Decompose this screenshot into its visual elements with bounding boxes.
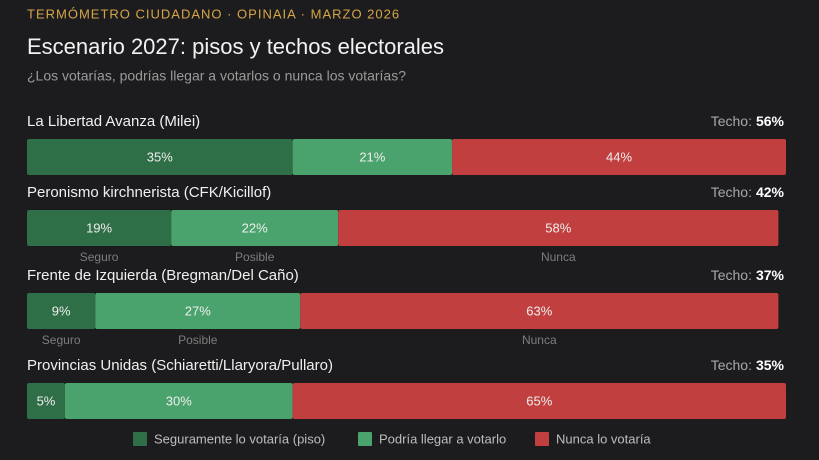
- bar-segment: [27, 210, 172, 246]
- bar-segment: [452, 139, 786, 175]
- ceiling-prefix: Techo:: [711, 184, 752, 200]
- value-label: 63%: [526, 303, 552, 318]
- value-label: 21%: [359, 149, 385, 164]
- ceiling-label: Techo: 42%: [711, 184, 785, 200]
- value-label: 22%: [242, 220, 268, 235]
- bar-segment: [171, 210, 339, 246]
- bar-segment: [27, 293, 96, 329]
- value-label: 30%: [166, 393, 192, 408]
- legend-swatch: [535, 432, 549, 446]
- ceiling-value: 37%: [756, 267, 785, 283]
- segment-caption: Seguro: [42, 333, 81, 347]
- value-label: 35%: [147, 149, 173, 164]
- bar-segment: [27, 383, 65, 419]
- ceiling-value: 42%: [756, 184, 785, 200]
- category-label: Peronismo kirchnerista (CFK/Kicillof): [27, 184, 271, 201]
- value-label: 58%: [545, 220, 571, 235]
- ceiling-label: Techo: 56%: [711, 113, 785, 129]
- bar-segment: [300, 293, 779, 329]
- value-label: 27%: [185, 303, 211, 318]
- ceiling-prefix: Techo:: [711, 357, 752, 373]
- category-label: La Libertad Avanza (Milei): [27, 113, 200, 130]
- segment-caption: Seguro: [80, 250, 119, 264]
- ceiling-prefix: Techo:: [711, 113, 752, 129]
- bar-segment: [95, 293, 301, 329]
- legend-label: Seguramente lo votaría (piso): [154, 431, 325, 446]
- bar-segment: [64, 383, 293, 419]
- bar-segment: [292, 139, 453, 175]
- ceiling-value: 35%: [756, 357, 785, 373]
- segment-caption: Posible: [235, 250, 275, 264]
- value-label: 5%: [37, 393, 56, 408]
- ceiling-value: 56%: [756, 113, 785, 129]
- category-label: Frente de Izquierda (Bregman/Del Caño): [27, 267, 299, 284]
- segment-caption: Nunca: [541, 250, 576, 264]
- category-label: Provincias Unidas (Schiaretti/Llaryora/P…: [27, 357, 333, 374]
- value-label: 19%: [86, 220, 112, 235]
- legend-swatch: [133, 432, 147, 446]
- chart-subtitle: ¿Los votarías, podrías llegar a votarlos…: [27, 68, 406, 84]
- chart-title: Escenario 2027: pisos y techos electoral…: [27, 34, 444, 59]
- ceiling-label: Techo: 35%: [711, 357, 785, 373]
- value-label: 44%: [606, 149, 632, 164]
- legend-label: Podría llegar a votarlo: [379, 431, 506, 446]
- bar-segment: [27, 139, 293, 175]
- value-label: 65%: [526, 393, 552, 408]
- ceiling-prefix: Techo:: [711, 267, 752, 283]
- header: TERMÓMETRO CIUDADANO · OPINAIA · MARZO 2…: [27, 6, 400, 21]
- segment-caption: Nunca: [522, 333, 557, 347]
- legend-swatch: [358, 432, 372, 446]
- segment-caption: Posible: [178, 333, 218, 347]
- ceiling-label: Techo: 37%: [711, 267, 785, 283]
- bar-segment: [292, 383, 786, 419]
- value-label: 9%: [52, 303, 71, 318]
- legend-label: Nunca lo votaría: [556, 431, 651, 446]
- bar-segment: [338, 210, 779, 246]
